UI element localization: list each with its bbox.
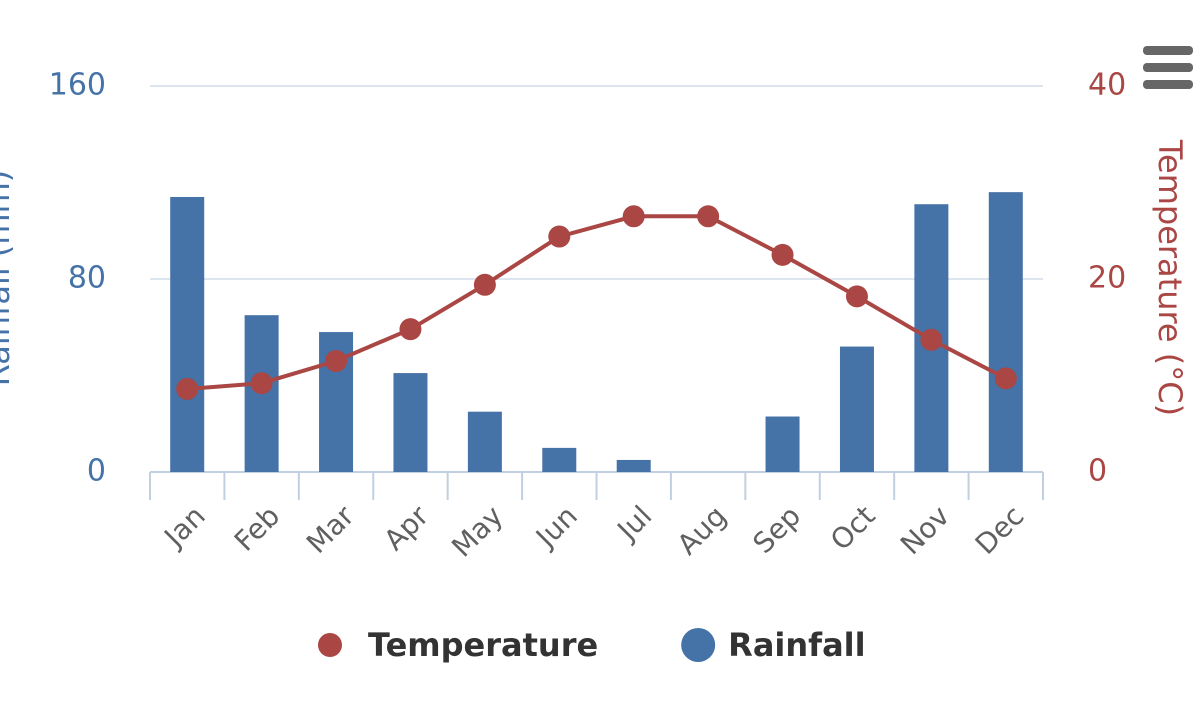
y2-tick-label: 40: [1088, 68, 1126, 103]
menu-icon[interactable]: [1143, 46, 1193, 89]
point: [325, 350, 348, 373]
point: [622, 205, 645, 228]
y2-tick-label: 0: [1088, 454, 1107, 489]
menu-bar: [1143, 63, 1193, 72]
x-tick-label: Feb: [228, 499, 286, 557]
legend-marker: [318, 633, 342, 657]
y-tick-label: 160: [49, 68, 106, 103]
x-tick-label: Jan: [157, 499, 212, 554]
x-tick-label: May: [445, 499, 509, 563]
bar: [542, 447, 577, 472]
bar: [616, 459, 651, 472]
menu-bar: [1143, 80, 1193, 89]
y-tick-label: 0: [87, 454, 106, 489]
point: [176, 378, 199, 401]
bar: [467, 411, 502, 472]
bar: [170, 196, 205, 472]
point: [548, 225, 571, 248]
x-tick-label: Nov: [894, 499, 956, 561]
bar: [839, 346, 874, 472]
x-tick-label: Apr: [377, 499, 435, 557]
x-tick-label: Mar: [300, 499, 361, 560]
point: [250, 372, 273, 395]
bar: [988, 192, 1023, 472]
x-tick-label: Aug: [671, 499, 733, 561]
point: [399, 318, 422, 341]
y2-tick-label: 20: [1088, 261, 1126, 296]
x-tick-label: Sep: [746, 499, 807, 560]
point: [920, 328, 943, 351]
menu-bar: [1143, 46, 1193, 55]
bar: [393, 373, 428, 472]
point: [771, 243, 794, 266]
y-tick-label: 80: [68, 261, 106, 296]
point: [697, 205, 720, 228]
x-tick-label: Dec: [969, 499, 1031, 561]
line: [187, 214, 1007, 392]
bar: [765, 416, 800, 472]
x-tick-label: Oct: [824, 499, 882, 557]
point: [994, 367, 1017, 390]
point: [845, 285, 868, 308]
y-axis-title: Rainfall (mm): [0, 170, 17, 386]
y2-axis-title: Temperature (°C): [1151, 139, 1189, 416]
point: [473, 273, 496, 296]
legend-label: Temperature: [368, 626, 598, 664]
legend-marker: [681, 628, 716, 662]
legend-label: Rainfall: [728, 626, 865, 664]
x-tick-label: Jun: [528, 499, 584, 555]
x-tick-label: Jul: [610, 499, 659, 548]
